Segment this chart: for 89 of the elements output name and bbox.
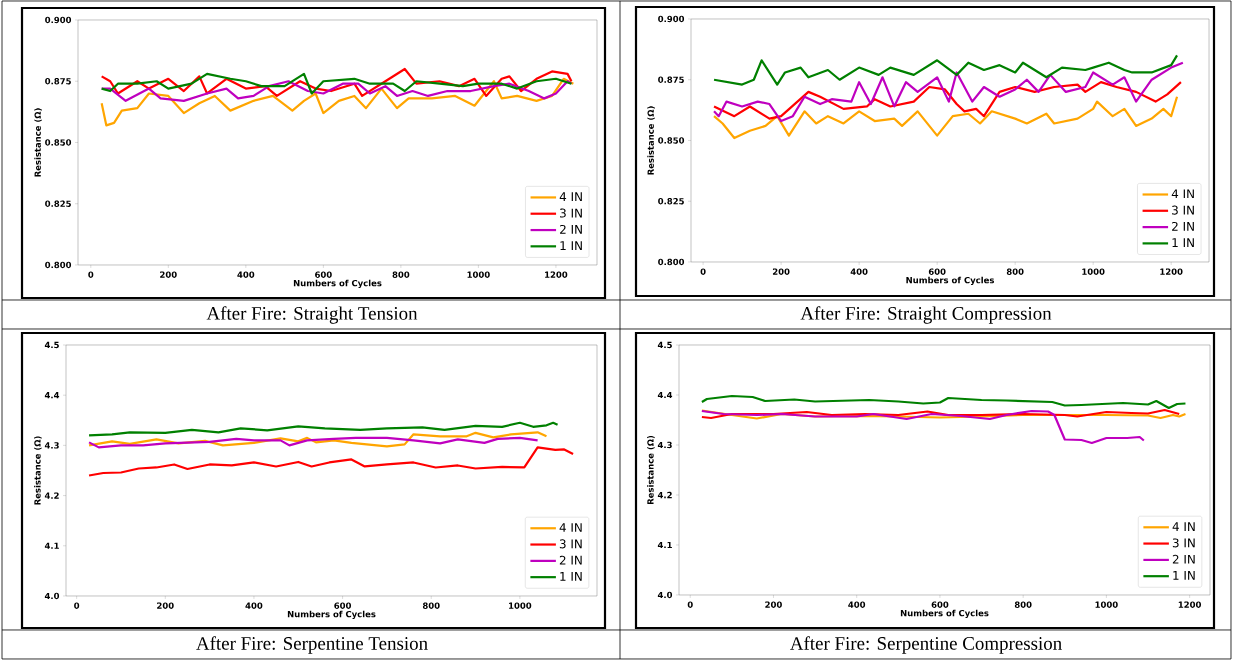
- x-tick-label: 600: [315, 271, 332, 278]
- line-series: [87, 431, 548, 448]
- x-tick-label: 1000: [1095, 601, 1118, 608]
- y-tick-label: 4.1: [44, 542, 59, 549]
- x-tick-label: 0: [88, 271, 94, 278]
- line-series: [100, 80, 573, 102]
- y-tick-label: 0.825: [45, 200, 71, 207]
- x-tick-label: 1000: [509, 602, 532, 609]
- x-tick-label: 0: [74, 602, 80, 609]
- x-axis-title: Numbers of Cycles: [293, 279, 382, 289]
- line-series: [100, 77, 575, 127]
- x-tick-label: 200: [772, 268, 790, 275]
- x-tick-label: 0: [687, 601, 693, 608]
- x-tick-label: 400: [848, 601, 866, 608]
- legend-label: 2 IN: [559, 555, 582, 565]
- y-tick-label: 0.825: [658, 198, 684, 205]
- x-tick-label: 200: [157, 602, 174, 609]
- line-series: [700, 394, 1187, 410]
- y-axis-title: Resistance (Ω): [647, 106, 655, 175]
- y-tick-label: 0.875: [658, 76, 684, 83]
- x-tick-label: 400: [245, 602, 263, 609]
- text: After Fire: Straight Tension: [206, 306, 418, 324]
- x-axis-title: Numbers of Cycles: [287, 610, 376, 620]
- y-tick-label: 0.800: [658, 258, 685, 266]
- x-tick-label: 600: [931, 601, 949, 608]
- line-series: [712, 54, 1179, 86]
- legend-label: 1 IN: [560, 572, 582, 581]
- line-series: [87, 446, 575, 477]
- text: After Fire: Serpentine Tension: [196, 636, 428, 654]
- legend-label: 2 IN: [1172, 221, 1194, 231]
- legend-label: 2 IN: [560, 224, 582, 234]
- legend-label: 1 IN: [1172, 238, 1194, 248]
- y-tick-label: 4.4: [657, 391, 673, 399]
- y-tick-label: 0.900: [658, 15, 685, 23]
- y-tick-label: 4.0: [44, 592, 60, 600]
- legend-label: 4 IN: [559, 523, 582, 532]
- line-series: [712, 81, 1183, 120]
- y-axis-title: Resistance (Ω): [34, 436, 42, 505]
- line-series: [700, 409, 1145, 445]
- legend-label: 3 IN: [560, 208, 582, 218]
- text: After Fire: Serpentine Compression: [790, 636, 1062, 654]
- x-tick-label: 800: [392, 271, 410, 278]
- x-tick-label: 0: [700, 268, 706, 275]
- y-tick-label: 4.5: [44, 341, 59, 349]
- y-tick-label: 4.2: [657, 491, 672, 499]
- x-axis-title: Numbers of Cycles: [900, 609, 989, 619]
- y-tick-label: 0.900: [45, 16, 72, 24]
- x-tick-label: 1200: [1178, 601, 1202, 608]
- y-tick-label: 4.3: [657, 441, 672, 449]
- x-tick-label: 800: [1014, 601, 1032, 608]
- line-series: [87, 436, 539, 449]
- x-tick-label: 600: [928, 268, 946, 275]
- legend-label: 2 IN: [1172, 554, 1195, 564]
- y-axis-title: Resistance (Ω): [34, 108, 42, 177]
- legend-label: 4 IN: [559, 192, 582, 202]
- x-tick-label: 400: [850, 268, 868, 275]
- line-series: [87, 421, 559, 437]
- y-axis-title: Resistance (Ω): [647, 435, 655, 505]
- x-tick-label: 1200: [545, 271, 568, 278]
- y-tick-label: 4.3: [44, 442, 59, 449]
- y-tick-label: 4.5: [657, 341, 672, 349]
- legend-label: 1 IN: [1173, 571, 1195, 580]
- x-tick-label: 1000: [467, 271, 490, 278]
- y-tick-label: 0.800: [45, 261, 72, 269]
- y-tick-label: 4.1: [657, 541, 672, 549]
- y-tick-label: 4.0: [657, 591, 673, 599]
- legend-label: 3 IN: [559, 539, 582, 549]
- x-tick-label: 200: [765, 601, 782, 608]
- y-tick-label: 0.850: [658, 137, 685, 144]
- x-tick-label: 400: [237, 271, 255, 278]
- x-axis-title: Numbers of Cycles: [906, 276, 995, 286]
- legend-label: 1 IN: [560, 241, 582, 250]
- text: After Fire: Straight Compression: [800, 306, 1052, 324]
- y-tick-label: 0.875: [45, 78, 71, 85]
- line-series: [712, 95, 1179, 140]
- legend-label: 3 IN: [1172, 538, 1195, 548]
- line-series: [712, 61, 1184, 123]
- x-tick-label: 1000: [1082, 268, 1105, 275]
- x-tick-label: 800: [422, 602, 440, 609]
- x-tick-label: 800: [1006, 268, 1024, 275]
- legend-label: 4 IN: [1172, 522, 1195, 531]
- x-tick-label: 200: [160, 271, 177, 278]
- y-tick-label: 4.4: [44, 392, 60, 399]
- x-tick-label: 600: [334, 602, 352, 609]
- y-tick-label: 0.850: [45, 139, 72, 146]
- x-tick-label: 1200: [1160, 268, 1183, 275]
- y-tick-label: 4.2: [44, 492, 59, 499]
- legend-label: 4 IN: [1171, 189, 1194, 199]
- legend-label: 3 IN: [1172, 205, 1194, 215]
